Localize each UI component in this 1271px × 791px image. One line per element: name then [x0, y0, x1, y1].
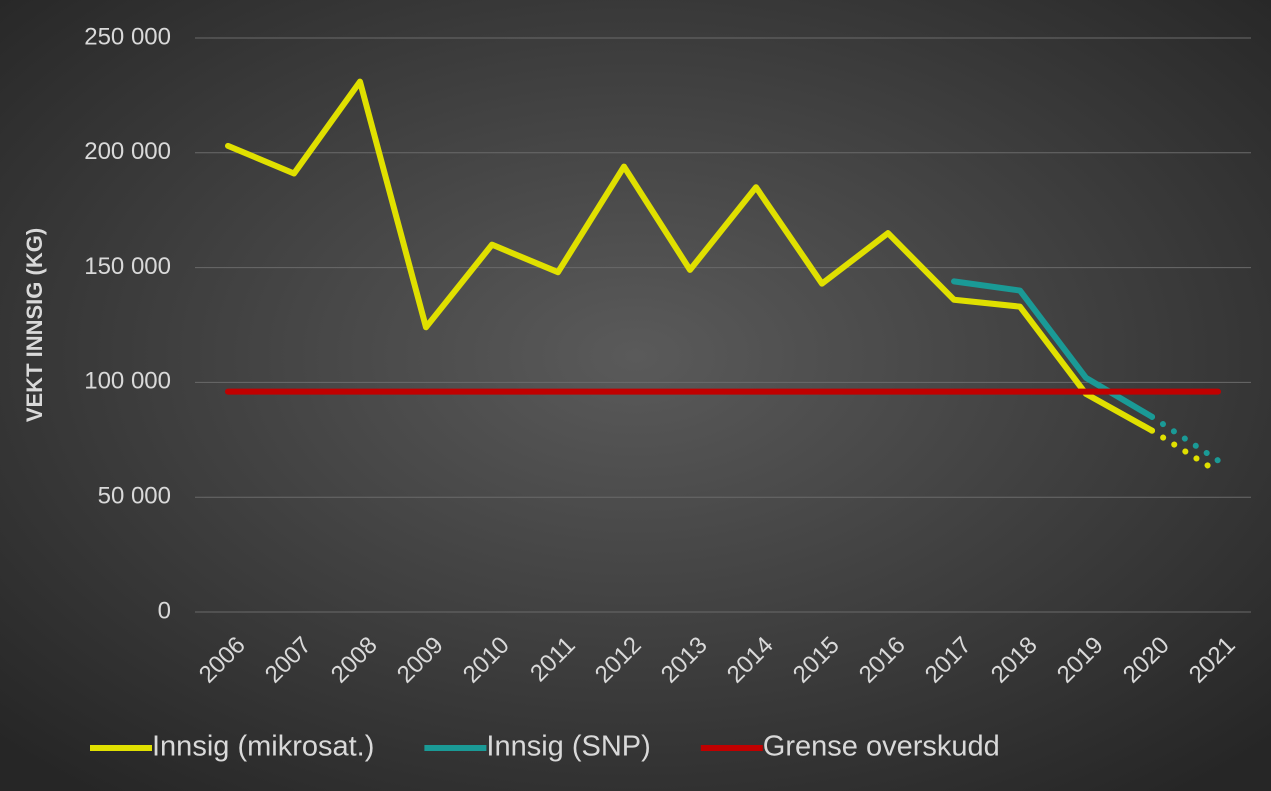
y-tick-label: 200 000 — [84, 138, 171, 165]
line — [951, 278, 1155, 420]
line-dotted — [1149, 413, 1221, 464]
line-dotted — [1149, 427, 1221, 475]
legend-label: Innsig (mikrosat.) — [152, 731, 374, 763]
y-axis-label: VEKT INNSIG (KG) — [22, 228, 47, 422]
legend-label: Innsig (SNP) — [486, 731, 650, 763]
y-tick-label: 150 000 — [84, 253, 171, 280]
y-tick-label: 0 — [158, 597, 171, 624]
y-tick-label: 250 000 — [84, 23, 171, 50]
line — [225, 78, 1155, 434]
legend-label: Grense overskudd — [763, 731, 1000, 763]
y-tick-label: 100 000 — [84, 368, 171, 395]
y-tick-label: 50 000 — [98, 483, 171, 510]
